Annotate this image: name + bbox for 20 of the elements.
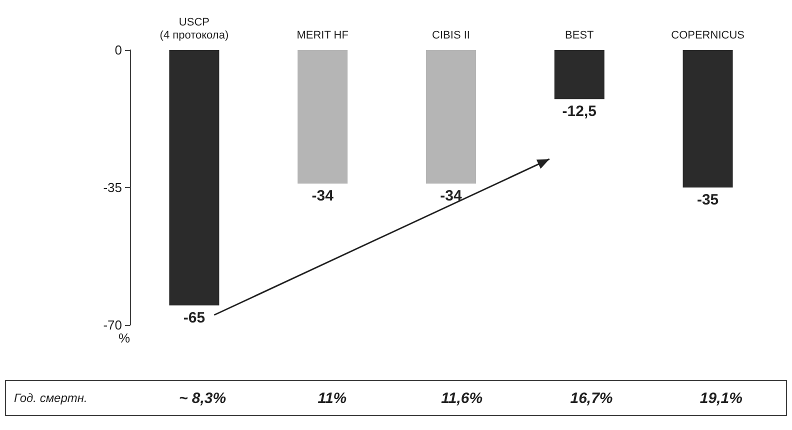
text: ~ 8,3% bbox=[178, 390, 228, 406]
x-tick-label: COPERNICUS bbox=[671, 30, 744, 42]
text: 11% bbox=[316, 390, 348, 406]
x-tick-label: USCP (4 протокола) bbox=[160, 16, 229, 42]
y-tick-label: -35 bbox=[103, 180, 122, 195]
y-axis-title: % bbox=[118, 330, 130, 346]
y-tick-label: -70 bbox=[103, 318, 122, 332]
data-label: -34 bbox=[312, 188, 334, 205]
text: 11,6% bbox=[440, 390, 484, 406]
text: 19,1% bbox=[698, 390, 744, 406]
data-label: -34 bbox=[440, 188, 462, 205]
data-label: -65 bbox=[183, 309, 206, 326]
data-label: -35 bbox=[696, 192, 719, 208]
data-label: -12,5 bbox=[562, 103, 596, 120]
text: 16,7% bbox=[569, 390, 614, 406]
y-tick-label: 0 bbox=[114, 42, 122, 58]
x-tick-label: MERIT HF bbox=[296, 30, 349, 42]
x-tick-label: CIBIS II bbox=[432, 30, 470, 42]
x-tick-label: BEST bbox=[565, 30, 594, 42]
text: Год. смертн. bbox=[13, 391, 88, 405]
